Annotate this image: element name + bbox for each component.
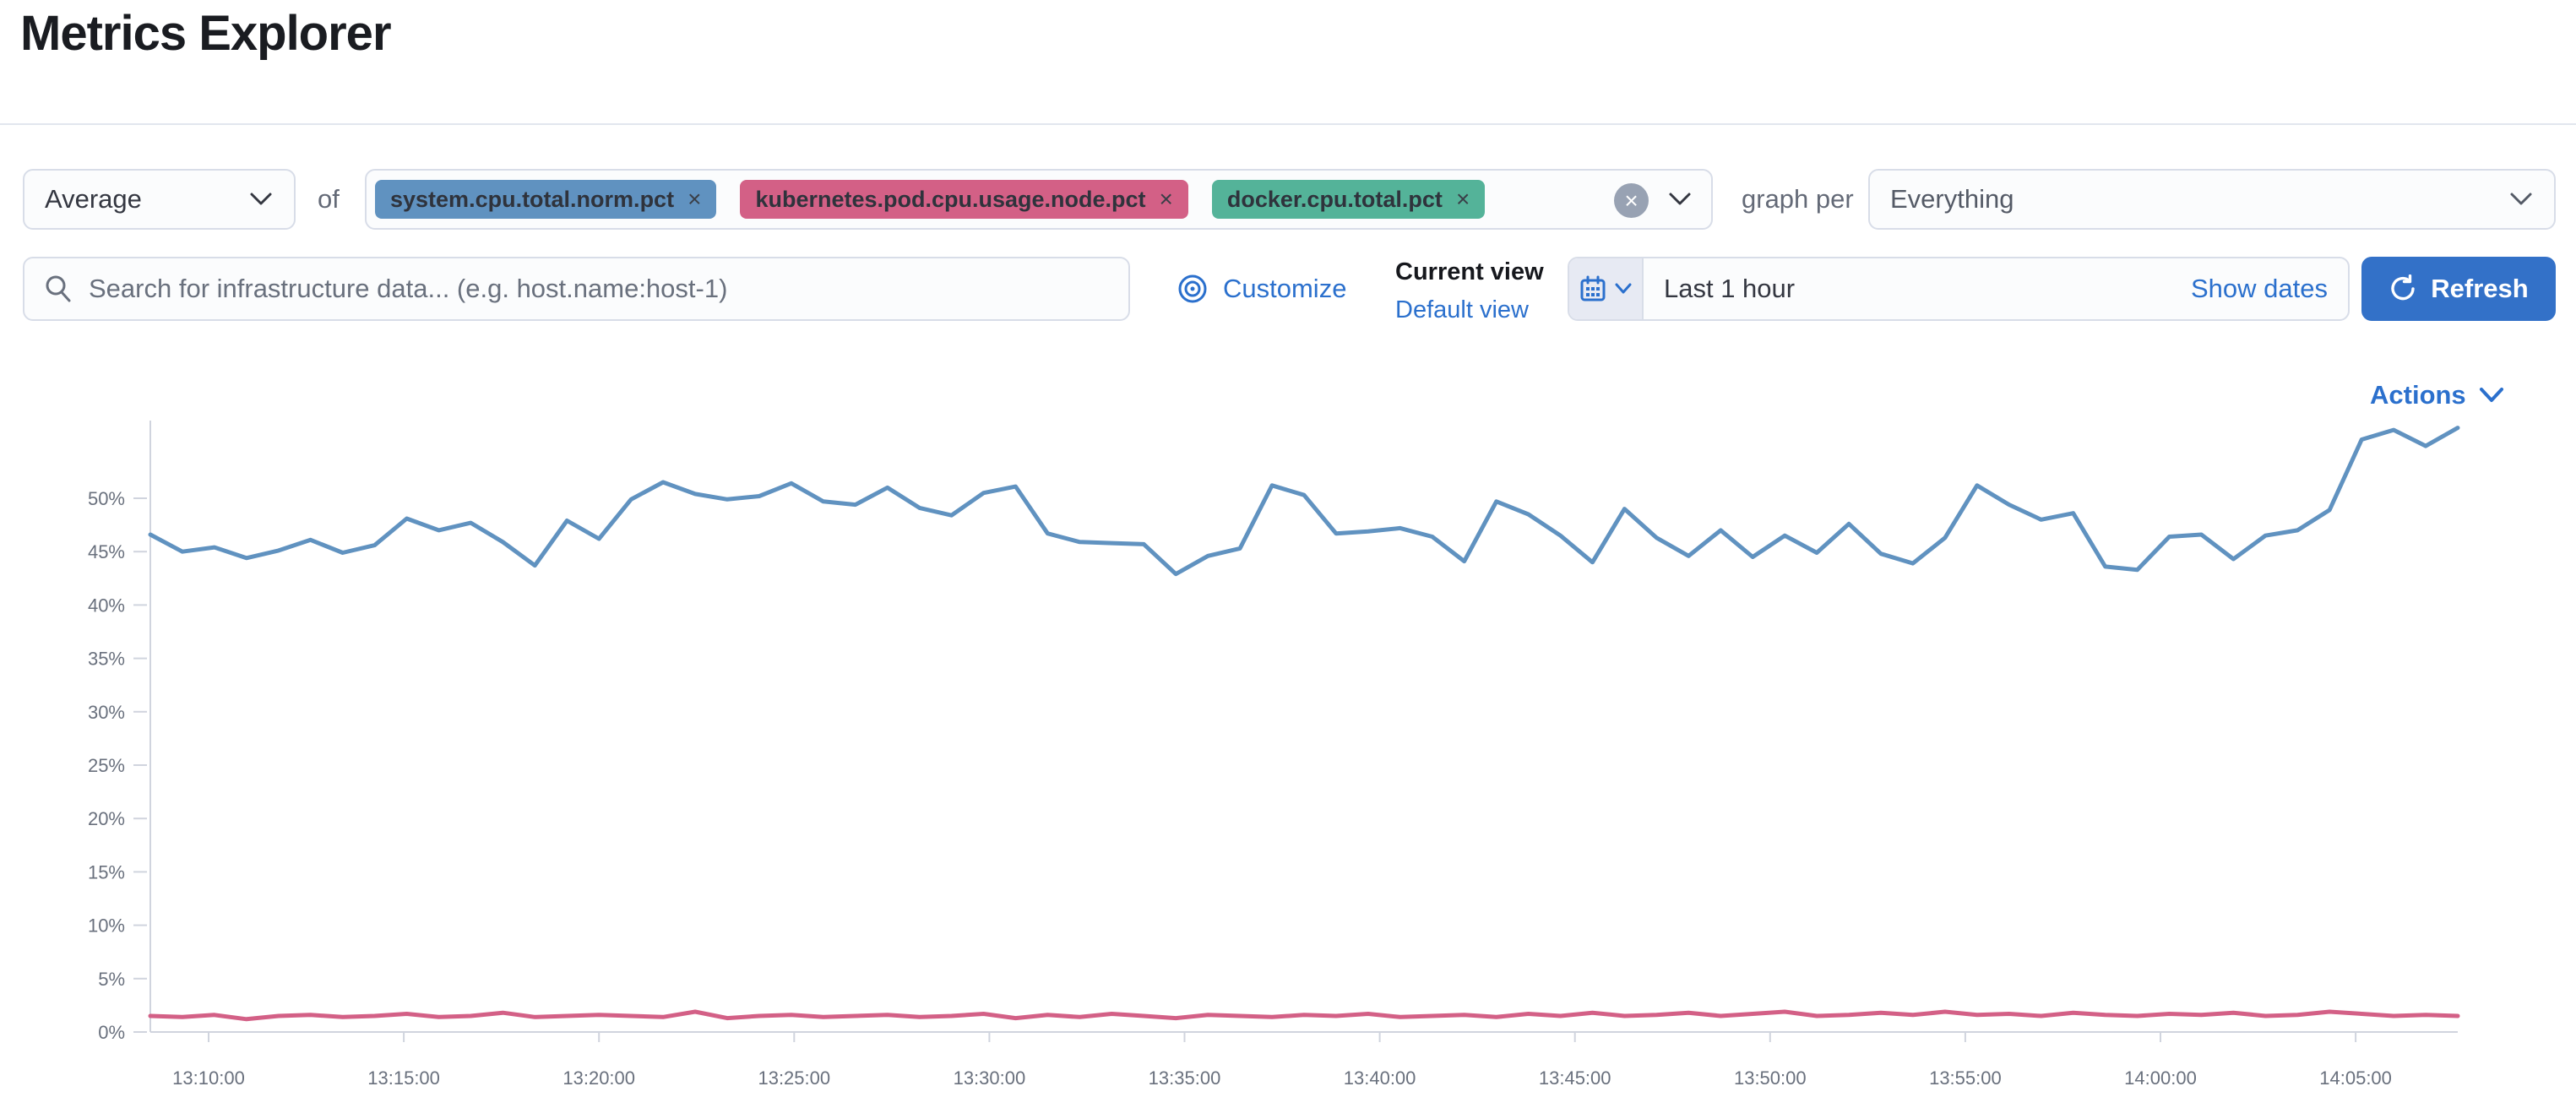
remove-metric-icon[interactable]: × <box>1455 186 1470 212</box>
metrics-line-chart: 0% 5% 10% 15% 20% 25% 30% 35% 40% 45% 50% 13:10:00 1… <box>88 421 2460 1089</box>
chevron-down-icon[interactable] <box>1667 191 1693 208</box>
refresh-button[interactable]: Refresh <box>2361 257 2556 321</box>
metric-pill-label: system.cpu.total.norm.pct <box>390 186 675 212</box>
current-view-label: Current view <box>1395 258 1544 285</box>
chevron-down-icon <box>1615 283 1632 294</box>
search-icon <box>46 275 71 302</box>
x-axis-label: 13:50:00 <box>1734 1067 1807 1089</box>
quick-select-button[interactable] <box>1569 258 1644 319</box>
clear-metrics-button[interactable]: × <box>1614 183 1649 218</box>
metric-pill[interactable]: kubernetes.pod.cpu.usage.node.pct × <box>740 180 1188 219</box>
y-axis-label: 35% <box>88 649 125 670</box>
y-axis-label: 50% <box>88 488 125 509</box>
y-axis-label: 25% <box>88 755 125 776</box>
remove-metric-icon[interactable]: × <box>687 186 702 212</box>
search-input[interactable] <box>89 274 1110 304</box>
y-axis-label: 45% <box>88 541 125 562</box>
metric-pill[interactable]: system.cpu.total.norm.pct × <box>375 180 717 219</box>
search-box <box>23 257 1130 321</box>
x-axis-label: 13:10:00 <box>172 1067 245 1089</box>
aggregation-value: Average <box>45 184 142 214</box>
x-axis-label: 13:20:00 <box>562 1067 635 1089</box>
x-axis-label: 14:05:00 <box>2319 1067 2392 1089</box>
graph-per-label: graph per <box>1742 184 1854 214</box>
x-axis-label: 13:45:00 <box>1539 1067 1611 1089</box>
eye-icon <box>1178 274 1207 303</box>
y-axis-label: 5% <box>98 969 125 990</box>
default-view-link[interactable]: Default view <box>1395 296 1529 323</box>
actions-menu-button[interactable]: Actions <box>2370 380 2505 410</box>
series-line-kubernetes.pod.cpu.usage.node.pct <box>148 1009 2460 1022</box>
view-switcher: Current view Default view <box>1395 253 1544 329</box>
x-axis-label: 14:00:00 <box>2124 1067 2197 1089</box>
metrics-combobox[interactable]: system.cpu.total.norm.pct × kubernetes.pod… <box>365 169 1713 230</box>
customize-label: Customize <box>1223 274 1347 303</box>
x-axis-label: 13:25:00 <box>758 1067 830 1089</box>
chevron-down-icon <box>2510 193 2532 205</box>
x-axis-label: 13:35:00 <box>1149 1067 1221 1089</box>
refresh-icon <box>2391 274 2415 301</box>
y-axis-label: 15% <box>88 861 125 883</box>
y-axis-label: 40% <box>88 595 125 616</box>
y-axis-label: 10% <box>88 915 125 937</box>
metric-pill-label: kubernetes.pod.cpu.usage.node.pct <box>755 186 1146 212</box>
y-axis-label: 20% <box>88 808 125 829</box>
y-axis-label: 30% <box>88 702 125 723</box>
time-range-value[interactable]: Last 1 hour <box>1664 274 1796 303</box>
graph-per-select[interactable]: Everything <box>1868 169 2556 230</box>
actions-label: Actions <box>2370 380 2466 410</box>
of-label: of <box>318 184 340 214</box>
customize-button[interactable]: Customize <box>1176 257 1346 321</box>
calendar-icon <box>1580 275 1606 301</box>
x-axis-label: 13:15:00 <box>367 1067 440 1089</box>
x-axis-label: 13:55:00 <box>1929 1067 2002 1089</box>
date-picker: Last 1 hour Show dates <box>1568 257 2350 321</box>
metric-pill-list: system.cpu.total.norm.pct × kubernetes.pod… <box>375 180 1486 219</box>
refresh-label: Refresh <box>2431 274 2529 303</box>
x-axis-label: 13:30:00 <box>954 1067 1026 1089</box>
aggregation-select[interactable]: Average <box>23 169 296 230</box>
chevron-down-icon <box>2479 388 2503 402</box>
series-line-system.cpu.total.norm.pct <box>148 426 2460 577</box>
graph-per-value: Everything <box>1890 184 2014 214</box>
show-dates-button[interactable]: Show dates <box>2191 274 2328 303</box>
chevron-down-icon <box>250 193 272 205</box>
remove-metric-icon[interactable]: × <box>1159 186 1173 212</box>
metric-pill[interactable]: docker.cpu.total.pct × <box>1211 180 1486 219</box>
y-axis-label: 0% <box>98 1022 125 1043</box>
header-divider <box>0 123 2576 125</box>
metric-pill-label: docker.cpu.total.pct <box>1226 186 1443 212</box>
page-title: Metrics Explorer <box>20 6 392 61</box>
x-axis-label: 13:40:00 <box>1344 1067 1416 1089</box>
